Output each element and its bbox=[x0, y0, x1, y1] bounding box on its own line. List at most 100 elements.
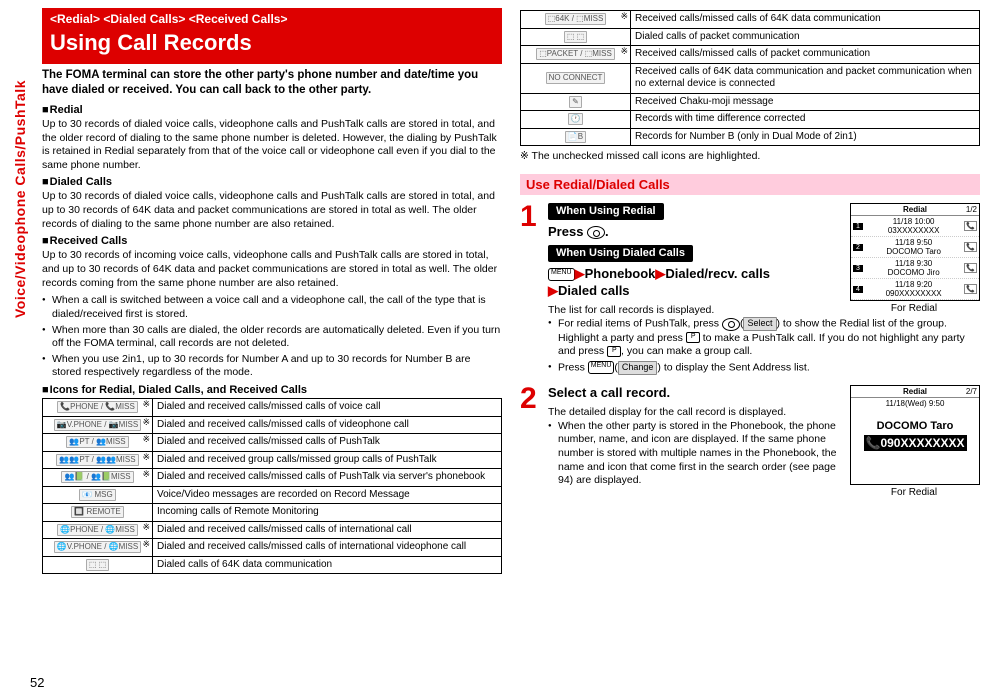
icon-cell: 🕐 bbox=[521, 111, 631, 129]
icon-cell: ⬚ ⬚ bbox=[43, 556, 153, 574]
status-icon: ⬚ ⬚ bbox=[564, 31, 587, 43]
navigation-key-icon bbox=[722, 318, 740, 331]
status-icon: 👥PT / 👥MISS bbox=[66, 436, 128, 448]
status-icon: 🌐PHONE / 🌐MISS bbox=[57, 524, 138, 536]
status-icon: 📞PHONE / 📞MISS bbox=[57, 401, 138, 413]
note-marker: ※ bbox=[142, 469, 150, 480]
icon-description: Dialed and received group calls/missed g… bbox=[153, 451, 502, 469]
step-2: 2 Redial2/7 11/18(Wed) 9:50 DOCOMO Taro … bbox=[520, 385, 980, 498]
icon-description: Voice/Video messages are recorded on Rec… bbox=[153, 486, 502, 504]
icon-cell: 👥👥PT / 👥👥MISS※ bbox=[43, 451, 153, 469]
lead-text: The FOMA terminal can store the other pa… bbox=[42, 68, 502, 98]
icon-description: Records with time difference corrected bbox=[631, 111, 980, 129]
icon-cell: ✎ bbox=[521, 93, 631, 111]
menu-key-icon: MENU bbox=[588, 361, 615, 374]
icon-description: Records for Number B (only in Dual Mode … bbox=[631, 128, 980, 146]
status-icon: 👥📗 / 👥📗MISS bbox=[61, 471, 133, 483]
icon-description: Incoming calls of Remote Monitoring bbox=[153, 504, 502, 522]
icon-cell: 🔲 REMOTE bbox=[43, 504, 153, 522]
path-dialed-calls: Dialed calls bbox=[558, 283, 630, 298]
icon-cell: ⬚64K / ⬚MISS ※ bbox=[521, 11, 631, 29]
press-label: Press bbox=[548, 224, 587, 239]
icon-cell: 👥📗 / 👥📗MISS ※ bbox=[43, 469, 153, 487]
page-title: Using Call Records bbox=[50, 30, 494, 56]
section-text-redial: Up to 30 records of dialed voice calls, … bbox=[42, 118, 502, 173]
icon-description: Received calls of 64K data communication… bbox=[631, 63, 980, 93]
section-text-received: Up to 30 records of incoming voice calls… bbox=[42, 249, 502, 290]
status-icon: ⬚64K / ⬚MISS bbox=[545, 13, 607, 25]
softkey-select: Select bbox=[743, 317, 776, 331]
note-marker: ※ bbox=[620, 11, 628, 22]
section-label-dialed: Dialed Calls bbox=[42, 176, 502, 188]
shot-title: Redial bbox=[903, 205, 927, 214]
list-item: When you use 2in1, up to 30 records for … bbox=[42, 353, 502, 380]
icon-table-left: 📞PHONE / 📞MISS※Dialed and received calls… bbox=[42, 398, 502, 574]
step-number-1: 1 bbox=[520, 203, 542, 377]
list-item: When a call is switched between a voice … bbox=[42, 294, 502, 321]
note-marker: ※ bbox=[142, 417, 150, 428]
icon-description: Received calls/missed calls of 64K data … bbox=[631, 11, 980, 29]
step-number-2: 2 bbox=[520, 385, 542, 498]
pill-when-dialed: When Using Dialed Calls bbox=[548, 245, 693, 262]
section-label-received: Received Calls bbox=[42, 235, 502, 247]
breadcrumb: <Redial> <Dialed Calls> <Received Calls> bbox=[50, 12, 494, 26]
list-item: When the other party is stored in the Ph… bbox=[548, 420, 980, 488]
section-label-icons: Icons for Redial, Dialed Calls, and Rece… bbox=[42, 384, 502, 396]
shot-page-indicator: 2/7 bbox=[966, 387, 977, 396]
section-label-redial: Redial bbox=[42, 104, 502, 116]
footnote: ※ The unchecked missed call icons are hi… bbox=[520, 150, 980, 162]
icon-description: Dialed and received calls/missed calls o… bbox=[153, 416, 502, 434]
icon-cell: 👥PT / 👥MISS ※ bbox=[43, 434, 153, 452]
icon-cell: ⬚PACKET / ⬚MISS※ bbox=[521, 46, 631, 64]
icon-cell: 🌐V.PHONE / 🌐MISS※ bbox=[43, 539, 153, 557]
status-icon: ⬚ ⬚ bbox=[86, 559, 109, 571]
icon-description: Received calls/missed calls of packet co… bbox=[631, 46, 980, 64]
note-marker: ※ bbox=[142, 522, 150, 533]
icon-description: Dialed calls of packet communication bbox=[631, 28, 980, 46]
step2-bullets: When the other party is stored in the Ph… bbox=[548, 420, 980, 488]
status-icon: 🔲 REMOTE bbox=[71, 506, 123, 518]
step1-bullets: For redial items of PushTalk, press (Sel… bbox=[548, 317, 980, 375]
status-icon: ✎ bbox=[569, 96, 582, 108]
redial-list-screenshot: Redial1/2 111/18 10:0003XXXXXXXX📞211/18 … bbox=[850, 203, 980, 301]
icon-cell: ⬚ ⬚ bbox=[521, 28, 631, 46]
status-icon: NO CONNECT bbox=[546, 72, 606, 84]
section-tab: Voice/Videophone Calls/PushTalk bbox=[12, 80, 28, 318]
status-icon: 📧 MSG bbox=[79, 489, 115, 501]
shot-title: Redial bbox=[903, 387, 927, 396]
shot-date: 11/18(Wed) 9:50 bbox=[851, 398, 979, 409]
section-text-dialed: Up to 30 records of dialed voice calls, … bbox=[42, 190, 502, 231]
page-number: 52 bbox=[30, 675, 44, 690]
icon-cell: NO CONNECT bbox=[521, 63, 631, 93]
icon-description: Dialed and received calls/missed calls o… bbox=[153, 469, 502, 487]
path-dialed-recv: Dialed/recv. calls bbox=[665, 266, 770, 281]
icon-cell: 📷V.PHONE / 📷MISS※ bbox=[43, 416, 153, 434]
note-marker: ※ bbox=[142, 434, 150, 445]
redial-row: 211/18 9:50DOCOMO Taro📞 bbox=[851, 237, 979, 258]
status-icon: 📷V.PHONE / 📷MISS bbox=[54, 419, 141, 431]
icon-description: Dialed and received calls/missed calls o… bbox=[153, 399, 502, 417]
icon-cell: 🌐PHONE / 🌐MISS ※ bbox=[43, 521, 153, 539]
icon-cell: 📄B bbox=[521, 128, 631, 146]
note-marker: ※ bbox=[620, 46, 628, 57]
icon-description: Received Chaku-moji message bbox=[631, 93, 980, 111]
icon-description: Dialed and received calls/missed calls o… bbox=[153, 539, 502, 557]
status-icon: 📄B bbox=[565, 131, 586, 143]
step-1: 1 When Using Redial Redial1/2 111/18 10:… bbox=[520, 203, 980, 377]
icon-description: Dialed calls of 64K data communication bbox=[153, 556, 502, 574]
menu-key-icon: MENU bbox=[548, 268, 575, 281]
icon-cell: 📞PHONE / 📞MISS ※ bbox=[43, 399, 153, 417]
list-item: Press MENU(Change) to display the Sent A… bbox=[548, 361, 980, 375]
pushtalk-key-icon bbox=[686, 332, 700, 343]
softkey-change: Change bbox=[618, 361, 658, 375]
icon-cell: 📧 MSG bbox=[43, 486, 153, 504]
page-header: <Redial> <Dialed Calls> <Received Calls>… bbox=[42, 8, 502, 64]
redial-row: 311/18 9:30DOCOMO Jiro📞 bbox=[851, 258, 979, 279]
note-marker: ※ bbox=[142, 399, 150, 410]
note-marker: ※ bbox=[142, 539, 150, 550]
icon-description: Dialed and received calls/missed calls o… bbox=[153, 521, 502, 539]
shot-page-indicator: 1/2 bbox=[966, 205, 977, 214]
list-item: For redial items of PushTalk, press (Sel… bbox=[548, 317, 980, 359]
press-after: . bbox=[605, 224, 609, 239]
pushtalk-key-icon bbox=[607, 346, 621, 357]
